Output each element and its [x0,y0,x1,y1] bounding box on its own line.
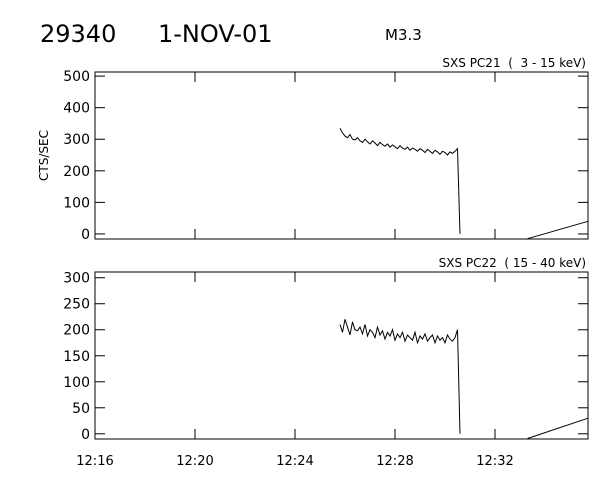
y-tick-label: 0 [81,427,90,443]
y-tick-label: 200 [63,164,90,180]
plot-frame [94,71,589,240]
y-tick-label: 300 [63,271,90,287]
y-tick-label: 100 [63,195,90,211]
panel-title: SXS PC22 ( 15 - 40 keV) [439,256,586,270]
y-tick-label: 50 [72,401,90,417]
panel-title: SXS PC21 ( 3 - 15 keV) [442,56,586,70]
event-id: 29340 [40,20,116,48]
x-tick-label: 12:28 [376,454,413,469]
flare-class: M3.3 [385,26,422,44]
x-tick-label: 12:16 [76,454,113,469]
y-tick-label: 100 [63,375,90,391]
y-tick-label: 200 [63,323,90,339]
y-tick-label: 400 [63,101,90,117]
x-tick-label: 12:32 [476,454,513,469]
plot-frame [94,271,589,440]
data-line [339,319,589,439]
y-tick-label: 0 [81,227,90,243]
event-date: 1-NOV-01 [158,20,273,48]
y-tick-label: 150 [63,349,90,365]
data-line [339,127,589,240]
y-axis-label: CTS/SEC [37,130,51,181]
y-tick-label: 250 [63,297,90,313]
y-tick-label: 300 [63,132,90,148]
x-tick-label: 12:20 [176,454,213,469]
x-tick-label: 12:24 [276,454,313,469]
y-tick-label: 500 [63,69,90,85]
